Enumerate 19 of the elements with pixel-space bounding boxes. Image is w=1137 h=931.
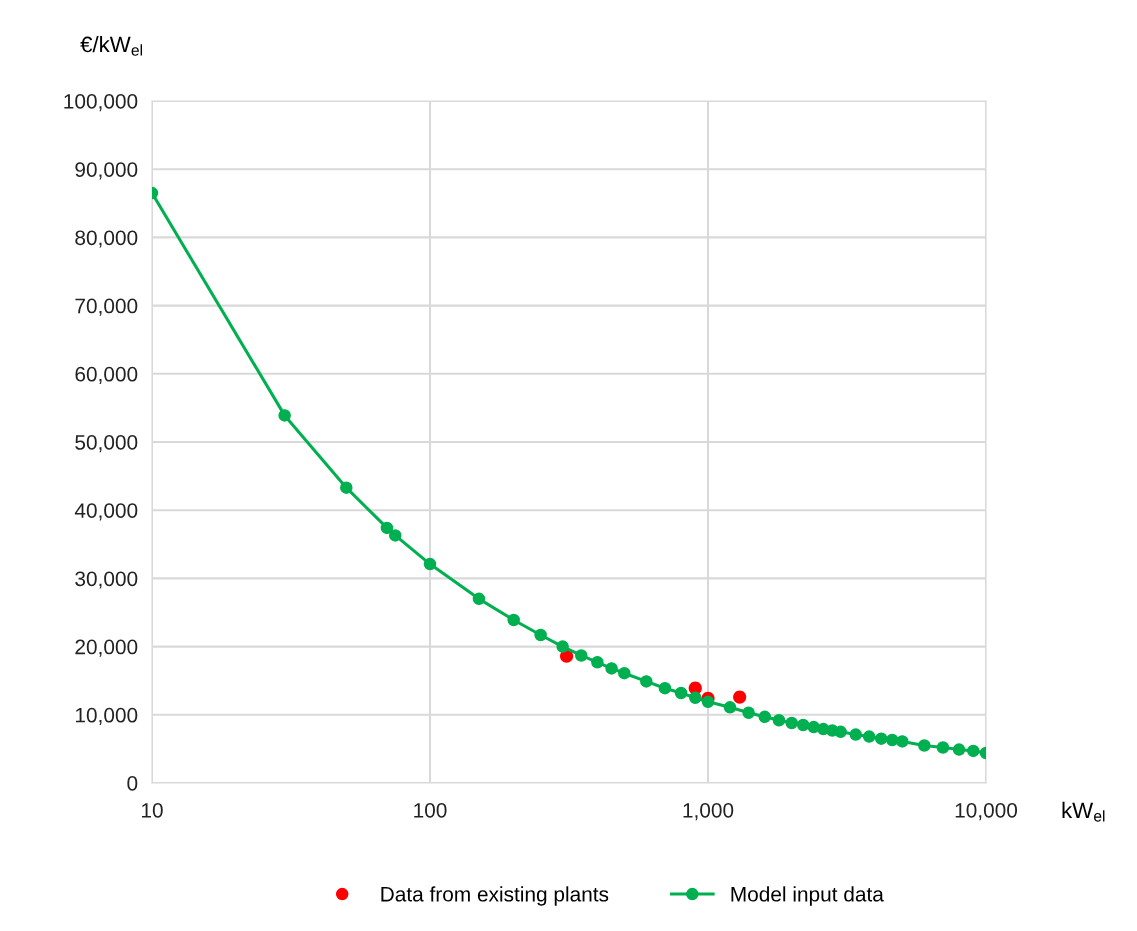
- y-tick-label: 50,000: [75, 435, 138, 453]
- y-tick-label: 80,000: [75, 230, 138, 248]
- y-tick-label: 100,000: [64, 94, 138, 112]
- x-tick-label: 100: [414, 802, 447, 818]
- y-tick-label: 40,000: [74, 503, 138, 521]
- y-tick-label: 30,000: [75, 571, 138, 589]
- y-tick-label: 20,000: [75, 639, 138, 657]
- x-tick-label: 10,000: [955, 802, 1018, 821]
- legend-label: Model input data: [731, 886, 884, 906]
- y-tick-label: 10,000: [75, 707, 138, 726]
- y-tick-label: 90,000: [75, 162, 138, 180]
- legend-label: Data from existing plants: [381, 886, 609, 906]
- y-tick-label: 60,000: [75, 366, 138, 385]
- y-tick-label: 0: [127, 776, 138, 791]
- y-tick-label: 70,000: [75, 298, 138, 316]
- x-tick-label: 10: [142, 802, 163, 818]
- x-axis-title: kW$_{el}$: [1062, 801, 1105, 822]
- x-tick-label: 1,000: [683, 802, 734, 821]
- y-axis-title: €/kW$_{el}$: [80, 35, 142, 56]
